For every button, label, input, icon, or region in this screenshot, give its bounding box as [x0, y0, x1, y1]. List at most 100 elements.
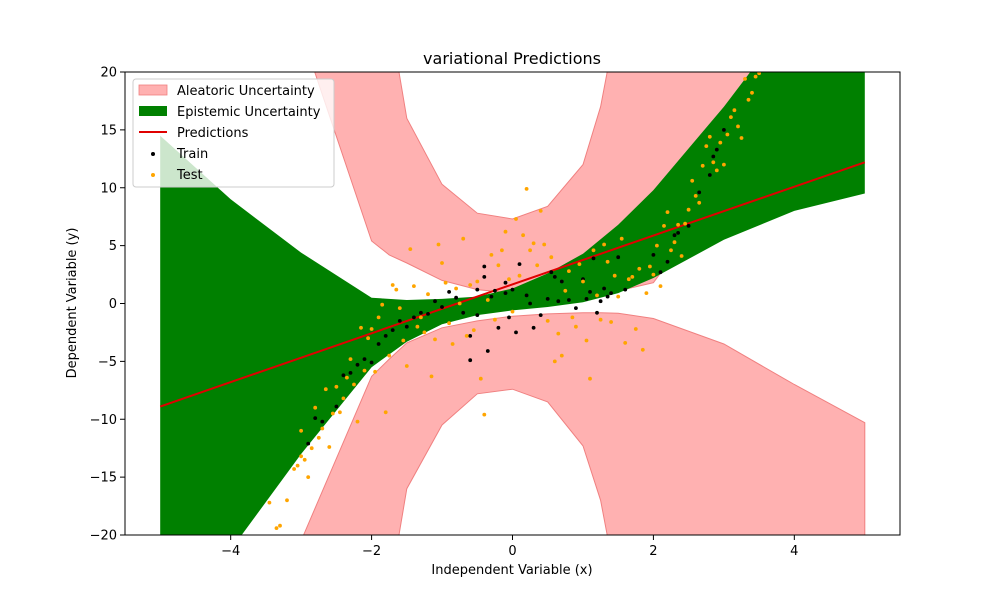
- test-point: [376, 315, 381, 320]
- train-point: [468, 334, 473, 338]
- train-point: [355, 362, 360, 367]
- train-point: [468, 358, 473, 363]
- y-tick-label: −20: [90, 529, 117, 544]
- train-point: [545, 297, 550, 301]
- y-tick-label: 10: [100, 181, 117, 196]
- chart-title: variational Predictions: [423, 49, 601, 68]
- test-point: [739, 136, 744, 140]
- test-point: [278, 523, 282, 528]
- test-point: [528, 248, 532, 253]
- test-point: [478, 376, 483, 381]
- test-point: [732, 108, 737, 113]
- test-point: [640, 347, 645, 352]
- test-point: [390, 283, 395, 287]
- test-point: [542, 242, 547, 247]
- test-point: [369, 327, 374, 331]
- test-point: [581, 279, 585, 284]
- test-point: [757, 72, 761, 76]
- test-point: [330, 411, 335, 416]
- test-point: [295, 463, 300, 468]
- test-point: [651, 272, 656, 277]
- train-point: [334, 404, 339, 409]
- x-tick-label: 2: [649, 544, 657, 559]
- legend-label-predictions: Predictions: [177, 126, 249, 141]
- y-tick-label: 20: [100, 66, 117, 81]
- test-point: [426, 292, 430, 297]
- y-tick-label: −5: [98, 355, 117, 370]
- test-point: [464, 334, 469, 338]
- train-point: [591, 256, 596, 261]
- test-point: [567, 269, 571, 273]
- test-point: [493, 317, 497, 322]
- test-point: [524, 187, 529, 191]
- test-point: [496, 263, 501, 268]
- test-point: [348, 357, 353, 361]
- test-point: [482, 412, 487, 417]
- test-point: [306, 475, 311, 479]
- test-point: [612, 273, 617, 278]
- test-point: [507, 277, 511, 282]
- test-point: [683, 221, 687, 226]
- test-point: [707, 134, 712, 139]
- test-point: [503, 229, 508, 234]
- train-point: [588, 290, 592, 294]
- test-point: [517, 273, 522, 278]
- train-point: [528, 301, 532, 306]
- train-point: [397, 319, 402, 323]
- test-point: [440, 261, 444, 265]
- test-point: [394, 287, 399, 292]
- train-point: [609, 291, 613, 295]
- test-point: [404, 364, 409, 368]
- test-point: [655, 243, 659, 248]
- test-point: [380, 302, 385, 307]
- train-point: [306, 441, 311, 446]
- train-point: [412, 315, 416, 320]
- test-point: [637, 266, 642, 271]
- test-point: [616, 294, 621, 299]
- test-point: [690, 178, 695, 183]
- train-point: [672, 233, 677, 238]
- test-point: [648, 264, 652, 269]
- test-point: [292, 467, 296, 471]
- test-point: [559, 353, 564, 358]
- train-point: [447, 290, 451, 294]
- train-point: [697, 190, 702, 195]
- legend-swatch-test: [151, 173, 155, 177]
- test-point: [285, 498, 289, 503]
- train-point: [404, 324, 409, 329]
- prediction-line: [159, 161, 866, 408]
- test-point: [387, 353, 392, 358]
- train-point: [514, 330, 518, 335]
- legend-swatch-train: [151, 152, 155, 156]
- test-point: [514, 217, 518, 221]
- train-point: [538, 313, 543, 317]
- test-point: [355, 419, 360, 424]
- test-point: [510, 309, 515, 314]
- y-tick-label: 15: [100, 123, 117, 138]
- train-point: [485, 349, 490, 353]
- test-point: [736, 124, 740, 129]
- train-point: [496, 325, 501, 330]
- train-point: [369, 360, 374, 365]
- test-point: [443, 280, 448, 285]
- test-point: [362, 368, 367, 373]
- test-point: [591, 248, 596, 253]
- legend-label-epistemic: Epistemic Uncertainty: [177, 105, 321, 120]
- train-point: [376, 342, 381, 346]
- test-point: [341, 396, 346, 401]
- test-point: [373, 369, 377, 374]
- test-point: [623, 341, 628, 345]
- train-point: [489, 294, 494, 299]
- legend: Aleatoric Uncertainty Epistemic Uncertai…: [132, 78, 335, 188]
- test-point: [422, 330, 427, 335]
- y-tick-label: 5: [109, 239, 117, 254]
- train-point: [552, 275, 557, 279]
- test-point: [644, 291, 649, 295]
- test-point: [447, 321, 451, 326]
- train-point: [503, 280, 508, 285]
- test-point: [327, 445, 332, 449]
- train-point: [482, 264, 487, 269]
- train-point: [531, 325, 536, 330]
- test-point: [401, 338, 406, 343]
